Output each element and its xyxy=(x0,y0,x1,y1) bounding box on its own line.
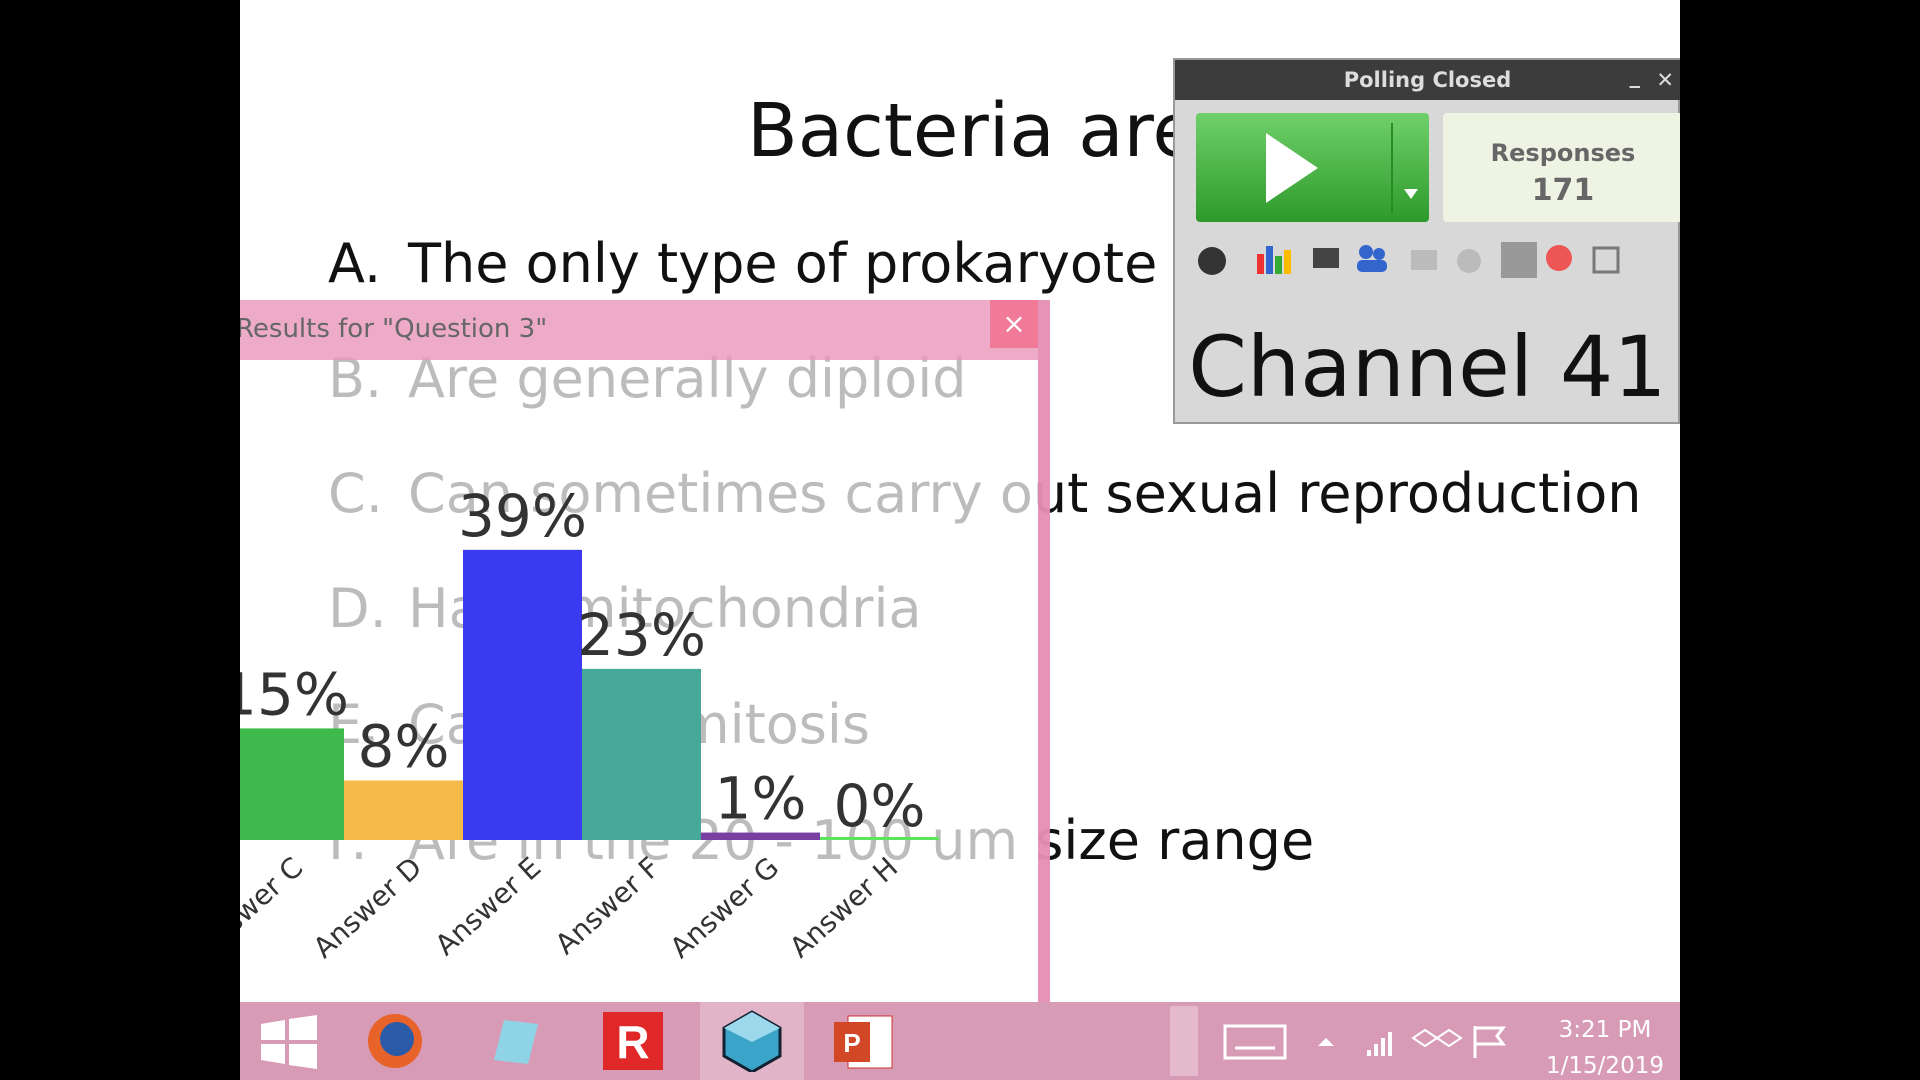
close-button[interactable]: ✕ xyxy=(1656,68,1674,92)
value-label: 23% xyxy=(577,601,706,669)
polling-panel: Polling Closed _ ✕ Responses 171 Chann xyxy=(1173,58,1680,424)
time: 3:21 PM xyxy=(1558,1017,1652,1043)
channel: Channel 41 xyxy=(1188,318,1667,416)
settings-icon[interactable] xyxy=(1198,247,1226,275)
start-button[interactable] xyxy=(257,1010,321,1072)
slide: Bacteria are A. The only type of prokaryo… xyxy=(240,0,1680,1080)
category-label: Answer C xyxy=(240,851,309,964)
network-icon[interactable] xyxy=(1353,1010,1417,1072)
play-icon xyxy=(1266,123,1418,213)
value-label: 0% xyxy=(833,772,925,840)
close-button[interactable]: × xyxy=(990,300,1038,348)
popout-icon[interactable] xyxy=(1592,246,1620,274)
powerpoint-icon[interactable]: P xyxy=(832,1010,896,1072)
panel-header: Polling Closed _ ✕ xyxy=(1175,60,1680,100)
responseware-icon[interactable]: R xyxy=(601,1010,665,1072)
value-label: 1% xyxy=(714,765,806,833)
value-label: 15% xyxy=(240,660,349,728)
category-label: Answer G xyxy=(664,851,785,965)
responses-box: Responses 171 xyxy=(1443,113,1680,222)
app-icon[interactable] xyxy=(482,1010,546,1072)
value-label: 8% xyxy=(357,712,449,780)
category-label: Answer E xyxy=(429,851,547,962)
bar xyxy=(701,832,820,840)
bar xyxy=(240,728,344,840)
bar xyxy=(463,549,582,840)
clock[interactable]: 3:21 PM 1/15/2019 xyxy=(1540,1012,1670,1080)
svg-text:P: P xyxy=(843,1028,860,1058)
bar xyxy=(582,668,701,840)
option-text: The only type of prokaryote xyxy=(408,232,1158,295)
results-chart: 15% Answer C 8% Answer D 39% Answer E 23% Answe… xyxy=(240,482,939,965)
grade-icon[interactable] xyxy=(1411,250,1437,270)
dropbox-icon[interactable] xyxy=(1405,1010,1469,1072)
option-letter: A. xyxy=(328,232,382,295)
category-label: Answer F xyxy=(549,851,666,961)
value-label: 39% xyxy=(458,482,587,550)
poll-status: Polling Closed xyxy=(1343,68,1512,92)
bar xyxy=(344,780,463,840)
slide-title: Bacteria are xyxy=(747,88,1198,174)
participants-icon[interactable] xyxy=(1357,245,1387,272)
taskbar: R P 3:21 PM 1/15/2019 xyxy=(240,1002,1680,1080)
flag-icon[interactable] xyxy=(1457,1010,1521,1072)
keyboard-icon[interactable] xyxy=(1223,1010,1287,1072)
responses-label: Responses xyxy=(1490,139,1636,167)
chart-icon[interactable] xyxy=(1257,246,1291,274)
start-poll-button[interactable] xyxy=(1196,113,1429,222)
present-icon[interactable] xyxy=(1313,248,1339,268)
window-title: Results for "Question 3" xyxy=(240,314,548,344)
timer-icon[interactable] xyxy=(1457,249,1481,273)
scroll-handle[interactable] xyxy=(1170,1006,1198,1076)
category-label: Answer D xyxy=(307,851,428,965)
question-icon[interactable] xyxy=(1546,245,1572,271)
ranking-icon[interactable] xyxy=(1501,242,1537,278)
turningpoint-icon[interactable] xyxy=(720,1010,784,1072)
category-label: Answer H xyxy=(783,851,904,965)
minimize-button[interactable]: _ xyxy=(1629,64,1641,88)
option: A. The only type of prokaryote xyxy=(328,232,1157,295)
tray-expand[interactable] xyxy=(1294,1010,1358,1072)
window-title-bar: Results for "Question 3" × xyxy=(240,300,1038,360)
toolbar xyxy=(1198,242,1620,278)
svg-text:R: R xyxy=(616,1016,649,1068)
firefox-icon[interactable] xyxy=(363,1010,427,1072)
date: 1/15/2019 xyxy=(1546,1053,1664,1079)
responses-count: 171 xyxy=(1531,173,1595,208)
bar xyxy=(820,837,939,840)
